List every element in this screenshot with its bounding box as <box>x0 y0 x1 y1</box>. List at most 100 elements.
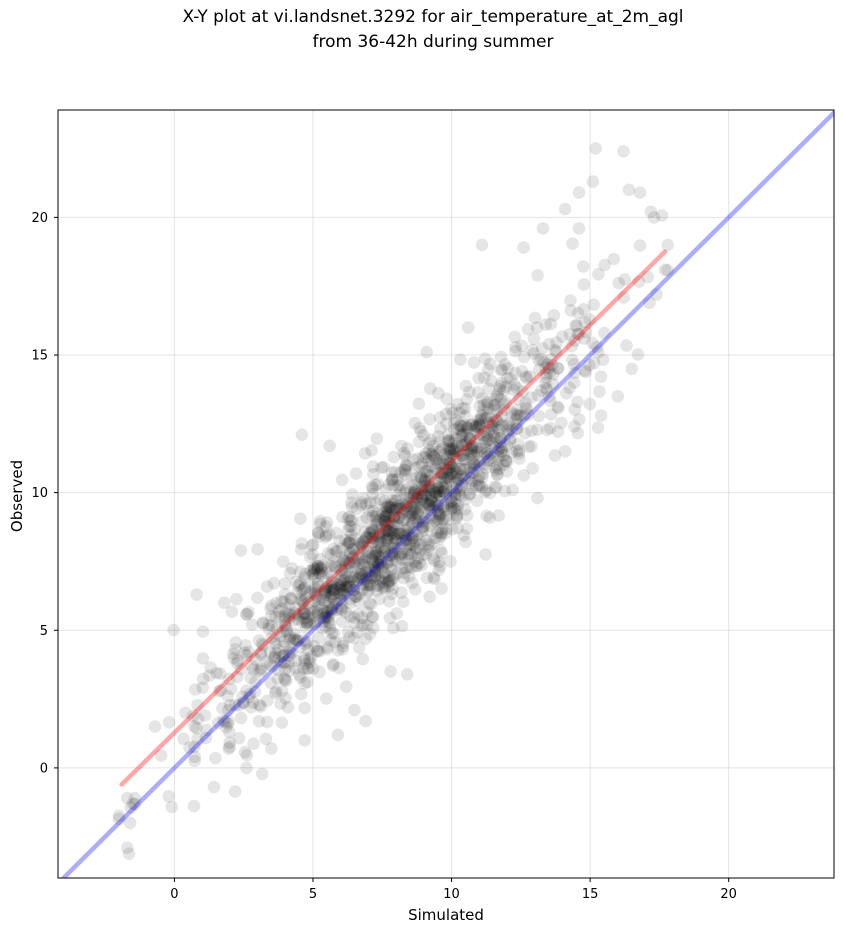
data-point-945 <box>525 424 538 438</box>
data-point-658 <box>519 401 532 415</box>
data-point-1495 <box>445 495 459 508</box>
data-point-598 <box>633 239 647 252</box>
data-point-1471 <box>564 294 577 307</box>
data-point-514 <box>313 553 327 566</box>
data-point-139 <box>318 595 332 608</box>
data-point-510 <box>353 567 367 581</box>
data-point-297 <box>469 435 482 448</box>
data-point-474 <box>389 528 403 541</box>
data-point-325 <box>198 709 212 722</box>
data-point-1021 <box>306 567 320 580</box>
data-point-791 <box>420 464 434 478</box>
data-point-876 <box>445 502 458 516</box>
data-point-426 <box>568 366 581 380</box>
data-point-1389 <box>269 637 282 650</box>
data-point-93 <box>410 559 424 573</box>
data-point-263 <box>409 461 422 475</box>
data-point-1018 <box>357 535 371 548</box>
data-point-991 <box>264 609 278 623</box>
data-point-1482 <box>572 327 586 341</box>
data-point-43 <box>318 584 332 597</box>
data-point-590 <box>448 442 461 456</box>
data-point-264 <box>308 640 321 653</box>
data-point-36 <box>310 589 323 602</box>
data-point-817 <box>451 473 464 487</box>
data-point-607 <box>474 413 487 427</box>
data-point-997 <box>440 453 453 466</box>
data-point-163 <box>223 725 236 739</box>
data-point-52 <box>312 593 326 607</box>
data-point-798 <box>530 423 544 437</box>
data-point-202 <box>296 616 309 629</box>
data-point-1537 <box>558 445 572 458</box>
data-point-919 <box>499 420 513 433</box>
data-point-843 <box>432 430 445 443</box>
data-point-29 <box>484 357 497 371</box>
data-point-881 <box>460 509 474 522</box>
data-point-1284 <box>294 512 307 525</box>
data-point-752 <box>283 598 296 612</box>
data-point-999 <box>342 536 355 549</box>
data-point-259 <box>449 504 463 517</box>
data-point-1113 <box>468 424 481 437</box>
data-point-1155 <box>418 479 432 493</box>
data-point-1273 <box>456 402 469 415</box>
data-point-564 <box>302 596 315 610</box>
data-point-439 <box>230 656 244 670</box>
data-point-855 <box>386 538 399 551</box>
data-point-398 <box>385 472 399 486</box>
data-point-1034 <box>478 425 491 439</box>
data-point-246 <box>356 558 370 571</box>
data-point-675 <box>406 453 420 467</box>
data-point-14 <box>451 473 464 486</box>
data-point-190 <box>348 556 362 569</box>
data-point-206 <box>380 501 393 515</box>
data-point-550 <box>444 457 458 471</box>
data-point-150 <box>432 485 446 499</box>
data-point-124 <box>391 566 405 580</box>
data-point-1285 <box>436 466 450 480</box>
data-point-455 <box>406 517 420 531</box>
data-point-821 <box>501 427 514 441</box>
data-point-1531 <box>647 211 661 224</box>
data-point-534 <box>207 780 221 794</box>
data-point-1103 <box>369 569 382 583</box>
data-point-1493 <box>374 542 388 555</box>
data-point-988 <box>473 479 486 492</box>
data-point-137 <box>265 599 278 612</box>
data-point-1052 <box>514 409 527 422</box>
data-point-289 <box>335 583 349 596</box>
data-point-644 <box>445 522 459 536</box>
data-point-15 <box>571 327 585 341</box>
data-point-949 <box>345 496 358 510</box>
data-point-642 <box>298 571 312 584</box>
data-point-4 <box>363 496 377 509</box>
data-point-592 <box>191 712 205 725</box>
data-point-126 <box>312 580 325 593</box>
data-point-839 <box>294 543 308 556</box>
data-point-416 <box>290 634 304 647</box>
data-point-440 <box>415 492 429 506</box>
data-point-998 <box>499 454 513 468</box>
data-point-1244 <box>510 381 524 395</box>
data-point-570 <box>379 523 393 536</box>
data-point-158 <box>412 435 426 449</box>
data-point-975 <box>385 545 398 559</box>
data-point-1414 <box>381 531 394 545</box>
data-point-486 <box>424 538 438 551</box>
data-point-417 <box>308 594 322 608</box>
data-point-1445 <box>470 421 484 434</box>
data-point-704 <box>306 548 319 561</box>
data-point-1091 <box>422 474 436 488</box>
data-point-713 <box>442 513 456 526</box>
data-point-1420 <box>251 591 264 605</box>
data-point-85 <box>394 502 408 515</box>
data-point-1449 <box>249 653 262 666</box>
data-point-973 <box>431 457 444 470</box>
data-point-22 <box>425 448 439 461</box>
data-point-311 <box>510 422 524 435</box>
data-point-378 <box>460 420 474 434</box>
data-point-102 <box>352 596 366 609</box>
data-point-1442 <box>463 448 476 461</box>
data-point-118 <box>385 503 399 517</box>
